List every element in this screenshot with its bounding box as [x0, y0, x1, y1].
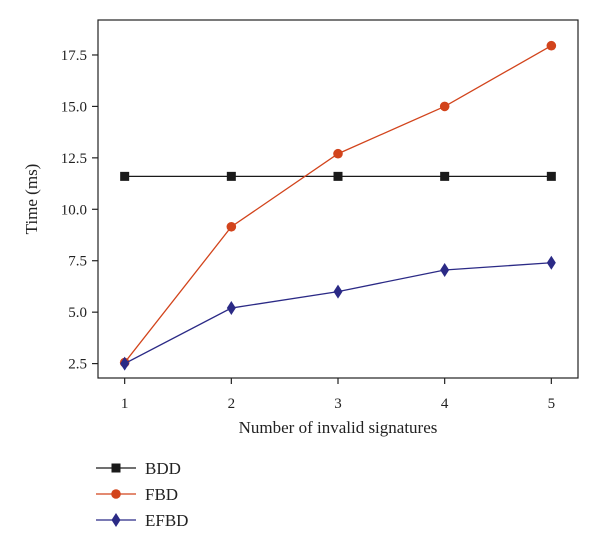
- x-axis: 1 2 3 4 5: [121, 378, 555, 412]
- data-point-efbd: [440, 262, 450, 277]
- y-axis: 2.5 5.0 7.5 10.0 12.5 15.0 17.5: [61, 48, 98, 373]
- data-point-efbd: [333, 284, 343, 299]
- data-point-bdd: [226, 171, 236, 181]
- legend-marker-bdd: [111, 463, 121, 473]
- legend-label-fbd: FBD: [145, 485, 178, 504]
- data-point-bdd: [120, 171, 130, 181]
- legend-item-efbd: EFBD: [96, 511, 188, 530]
- data-point-bdd: [333, 171, 343, 181]
- y-tick-label: 15.0: [61, 99, 87, 115]
- x-tick-label: 2: [228, 396, 236, 412]
- x-tick-label: 3: [334, 396, 342, 412]
- data-point-efbd: [546, 255, 556, 270]
- series-line-fbd: [124, 45, 552, 363]
- x-tick-label: 4: [441, 396, 449, 412]
- y-axis-label: Time (ms): [22, 164, 41, 235]
- data-point-bdd: [546, 171, 556, 181]
- y-tick-label: 17.5: [61, 48, 87, 64]
- data-point-efbd: [120, 356, 130, 371]
- series-bdd: [120, 171, 556, 181]
- y-tick-label: 12.5: [61, 151, 87, 167]
- data-point-efbd: [226, 301, 236, 316]
- y-tick-label: 2.5: [68, 357, 87, 373]
- series-efbd: [120, 255, 556, 371]
- legend-label-bdd: BDD: [145, 459, 181, 478]
- x-axis-label: Number of invalid signatures: [239, 418, 438, 437]
- legend-label-efbd: EFBD: [145, 511, 188, 530]
- legend-marker-fbd: [111, 489, 121, 499]
- y-tick-label: 10.0: [61, 202, 87, 218]
- series-layer: [119, 40, 557, 371]
- data-point-fbd: [333, 148, 343, 159]
- legend-marker-efbd: [111, 513, 121, 527]
- legend-item-fbd: FBD: [96, 485, 178, 504]
- x-tick-label: 5: [548, 396, 556, 412]
- series-fbd: [119, 40, 557, 368]
- x-tick-label: 1: [121, 396, 129, 412]
- plot-frame: [97, 19, 579, 379]
- legend: BDD FBD EFBD: [96, 459, 188, 530]
- y-tick-label: 5.0: [68, 305, 87, 321]
- data-point-bdd: [440, 171, 450, 181]
- data-point-fbd: [226, 221, 237, 232]
- data-point-fbd: [546, 40, 557, 51]
- data-point-fbd: [439, 101, 450, 112]
- y-tick-label: 7.5: [68, 254, 87, 270]
- series-line-efbd: [124, 262, 552, 365]
- legend-item-bdd: BDD: [96, 459, 181, 478]
